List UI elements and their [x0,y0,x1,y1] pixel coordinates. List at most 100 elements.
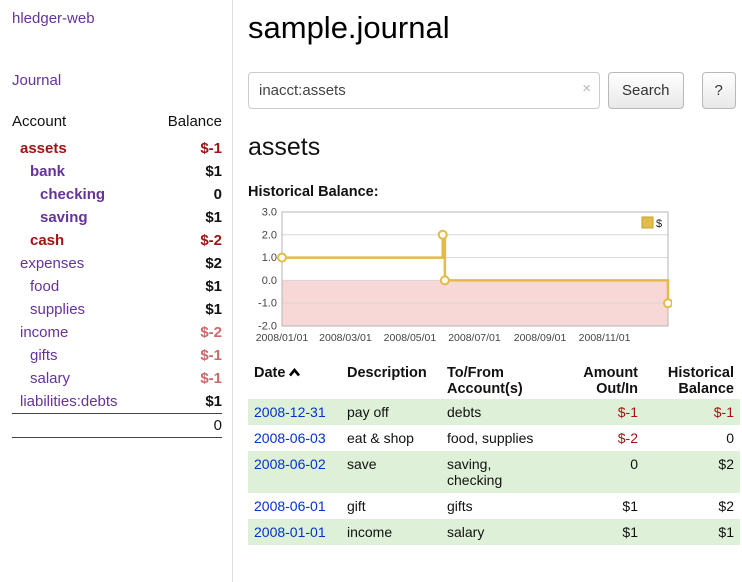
transaction-amount: $1 [622,498,638,514]
x-tick-label: 2008/05/01 [384,332,437,344]
account-row: cash $-2 [12,229,222,252]
account-link-liabilities-debts[interactable]: liabilities:debts [20,393,118,410]
account-balance: $-1 [200,140,222,157]
account-balance: $-1 [200,347,222,364]
transaction-description: pay off [341,399,441,425]
historical-balance-chart: 3.0 2.0 1.0 0.0 -1.0 -2.0 2008/01/01 2008/03/01… [248,204,740,355]
transaction-accounts: saving, checking [441,451,558,493]
account-link-salary[interactable]: salary [30,370,71,387]
transaction-accounts: salary [441,519,558,545]
account-row: assets $-1 [12,137,222,160]
search-field-wrap: × [248,72,600,109]
account-balance: $1 [205,163,222,180]
register-header-description: Description [347,365,427,381]
y-tick-label: 1.0 [262,252,277,264]
account-balance: $1 [205,278,222,295]
account-row: salary $-1 [12,367,222,390]
register-row: 2008-06-02 save saving, checking 0 $2 [248,451,740,493]
account-link-saving[interactable]: saving [40,209,88,226]
account-link-food[interactable]: food [30,278,60,295]
y-tick-label: 3.0 [262,207,277,219]
account-row: gifts $-1 [12,344,222,367]
transaction-date-link[interactable]: 2008-12-31 [254,404,326,420]
transaction-amount: $-1 [558,399,644,425]
legend-swatch [641,216,654,229]
data-point-marker [663,298,673,309]
register-row: 2008-06-03 eat & shop food, supplies $-2 0 [248,425,740,451]
account-balance: $1 [205,209,222,226]
account-link-assets[interactable]: assets [20,140,67,157]
register-row: 2008-01-01 income salary $1 $1 [248,519,740,545]
transaction-date-link[interactable]: 2008-06-02 [254,456,326,472]
transaction-balance: $2 [718,498,734,514]
clear-search-icon[interactable]: × [582,80,591,97]
search-button[interactable]: Search [608,72,684,109]
transaction-date-link[interactable]: 2008-01-01 [254,524,326,540]
transaction-amount: $1 [558,519,644,545]
transaction-date-cell: 2008-01-01 [248,519,341,545]
account-balance: $1 [205,301,222,318]
transaction-date-cell: 2008-06-01 [248,493,341,519]
transaction-description: eat & shop [347,430,414,446]
x-tick-label: 2008/09/01 [514,332,567,344]
accounts-total-balance: 0 [150,413,222,438]
accounts-header-account: Account [12,113,67,130]
account-link-bank[interactable]: bank [30,163,66,180]
account-row: saving $1 [12,206,222,229]
y-tick-label: -2.0 [258,321,277,333]
x-tick-label: 2008/03/01 [319,332,372,344]
journal-link[interactable]: Journal [12,72,62,89]
register-row: 2008-12-31 pay off debts $-1 $-1 [248,399,740,425]
transaction-date-link[interactable]: 2008-06-01 [254,498,326,514]
transaction-description: save [341,451,441,493]
account-balance: $1 [205,393,222,410]
accounts-header-balance: Balance [167,113,222,130]
help-button[interactable]: ? [701,72,736,109]
transaction-date-cell: 2008-06-03 [248,425,341,451]
account-link-gifts[interactable]: gifts [30,347,58,364]
account-row: supplies $1 [12,298,222,321]
transaction-balance: $2 [644,451,740,493]
plot-border [281,211,669,327]
y-tick-label: 0.0 [262,275,277,287]
account-balance: $2 [205,255,222,272]
account-link-expenses[interactable]: expenses [20,255,85,272]
app-title-link[interactable]: hledger-web [12,10,95,27]
transaction-amount: 0 [558,451,644,493]
transaction-date-cell: 2008-12-31 [248,399,341,425]
account-row: liabilities:debts $1 [12,390,222,414]
register-header-row: Date Description To/From Account(s) Amou… [248,363,740,399]
account-row: expenses $2 [12,252,222,275]
account-row: income $-2 [12,321,222,344]
x-tick-label: 2008/11/01 [579,332,631,344]
legend-label: $ [656,218,662,230]
sort-ascending-icon [288,365,301,381]
register-header-amount: Amount Out/In [583,365,638,397]
account-link-checking[interactable]: checking [40,186,106,203]
transaction-balance: $-1 [644,399,740,425]
account-balance: $-2 [200,232,222,249]
search-input[interactable] [248,72,600,109]
data-point-marker [437,229,448,240]
accounts-table: Account Balance assets $-1 bank $1 checking 0… [12,110,222,438]
x-tick-label: 2008/01/01 [256,332,309,344]
transaction-accounts: gifts [447,498,473,514]
transaction-date-cell: 2008-06-02 [248,451,341,493]
transaction-amount: $-2 [617,430,638,446]
transaction-accounts: debts [441,399,558,425]
register-header-date[interactable]: Date [248,363,341,399]
transaction-balance: 0 [726,430,734,446]
search-row: × Search ? [248,72,740,109]
account-link-income[interactable]: income [20,324,69,341]
accounts-total-row: 0 [12,413,222,438]
account-link-cash[interactable]: cash [30,232,65,249]
account-balance: $-2 [200,324,222,341]
data-point-marker [439,275,450,286]
register-table: Date Description To/From Account(s) Amou… [248,363,740,545]
account-row: checking 0 [12,183,222,206]
transaction-date-link[interactable]: 2008-06-03 [254,430,326,446]
account-link-supplies[interactable]: supplies [30,301,86,318]
x-tick-label: 2008/07/01 [448,332,501,344]
